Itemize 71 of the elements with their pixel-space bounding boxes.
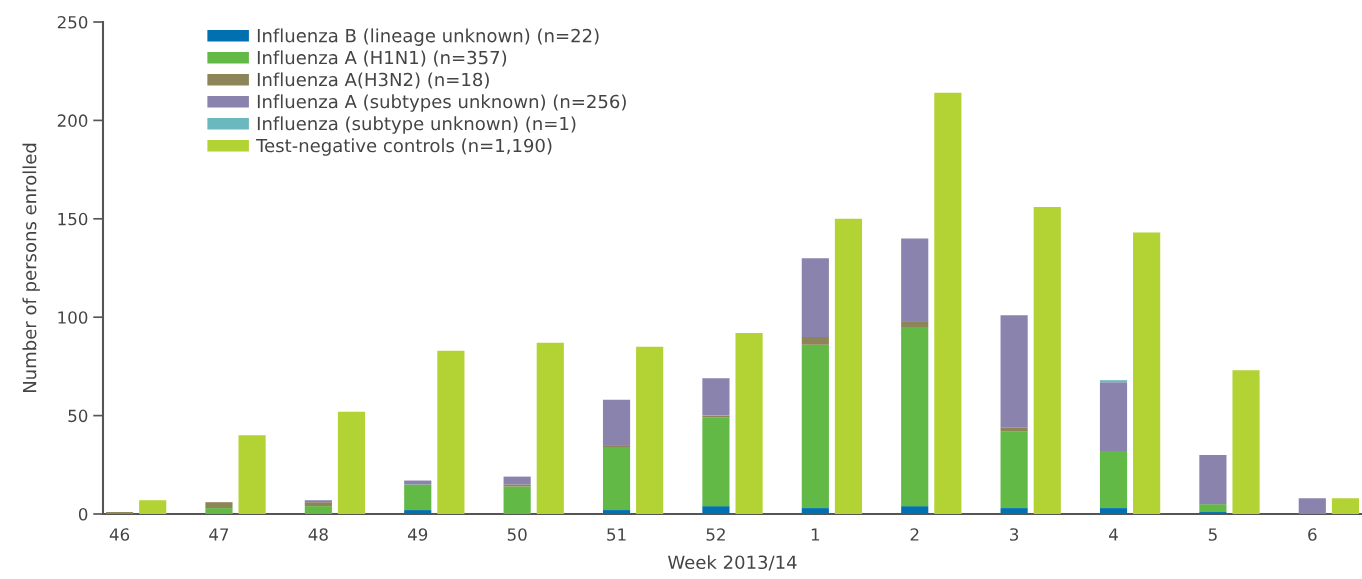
y-tick-label: 100 <box>58 311 88 324</box>
y-tick-label: 150 <box>58 212 88 226</box>
bar <box>801 508 829 514</box>
bar <box>702 378 730 416</box>
bar <box>1298 498 1326 514</box>
bar <box>139 500 167 514</box>
x-tick-label: 5 <box>1208 528 1217 541</box>
x-axis-title: Week 2013/14 <box>667 555 797 571</box>
bar <box>901 238 929 322</box>
x-tick-label: 47 <box>209 528 229 541</box>
bar <box>205 502 233 509</box>
y-tick-label: 50 <box>68 409 88 423</box>
bar <box>735 332 763 514</box>
bar <box>404 484 432 511</box>
x-tick-label: 2 <box>910 528 919 541</box>
x-tick-label: 51 <box>607 528 626 541</box>
x-tick-label: 4 <box>1109 528 1118 541</box>
bar <box>1000 315 1028 428</box>
y-axis-title: Number of persons enrolled <box>22 143 40 393</box>
x-tick-label: 46 <box>109 528 130 541</box>
bar <box>801 344 829 509</box>
bar <box>1000 431 1028 509</box>
legend-label: Influenza A(H3N2) (n=18) <box>257 72 489 89</box>
bar <box>536 342 564 514</box>
x-tick-label: 3 <box>1010 528 1019 541</box>
bar <box>801 258 829 337</box>
bar <box>1099 508 1128 514</box>
y-tick-label: 250 <box>57 15 88 29</box>
bar <box>404 510 432 514</box>
legend-label: Influenza A (H1N1) (n=357) <box>257 50 507 67</box>
legend-label: Test-negative controls (n=1,190) <box>256 138 552 156</box>
bar <box>1099 451 1128 509</box>
bar <box>702 506 730 514</box>
bar <box>304 502 332 507</box>
x-tick-label: 48 <box>308 528 328 541</box>
bar <box>934 92 962 514</box>
legend-label: Influenza (subtype unknown) (n=1) <box>257 116 576 134</box>
bar <box>337 411 366 514</box>
bar <box>801 336 829 345</box>
x-tick-label: 52 <box>706 528 725 541</box>
bar <box>437 350 465 514</box>
bar <box>1099 382 1128 452</box>
bar <box>1199 454 1227 505</box>
bar <box>304 506 332 514</box>
x-tick-label: 6 <box>1308 528 1317 541</box>
x-tick-label: 50 <box>507 528 527 541</box>
bar <box>602 399 631 446</box>
x-tick-label: 1 <box>811 528 820 541</box>
bar <box>702 417 730 507</box>
bar <box>901 506 929 514</box>
bar <box>901 327 929 507</box>
legend-label: Influenza A (subtypes unknown) (n=256) <box>257 94 626 112</box>
bar <box>602 510 631 514</box>
x-tick-label: 49 <box>407 528 428 541</box>
y-tick-label: 0 <box>78 507 88 521</box>
bar <box>636 346 664 514</box>
bar <box>1033 206 1061 514</box>
legend-label: Influenza B (lineage unknown) (n=22) <box>257 28 599 46</box>
bar <box>602 447 631 511</box>
bar <box>1199 504 1227 513</box>
bar <box>205 508 233 514</box>
bar <box>1000 427 1028 432</box>
bar <box>503 486 531 514</box>
bar <box>1133 232 1161 514</box>
bar <box>238 435 266 514</box>
bar <box>901 321 929 328</box>
bar <box>834 218 863 514</box>
bar <box>1232 370 1260 514</box>
y-tick-label: 200 <box>57 114 88 127</box>
bar <box>1000 508 1028 514</box>
bar <box>1331 498 1360 514</box>
